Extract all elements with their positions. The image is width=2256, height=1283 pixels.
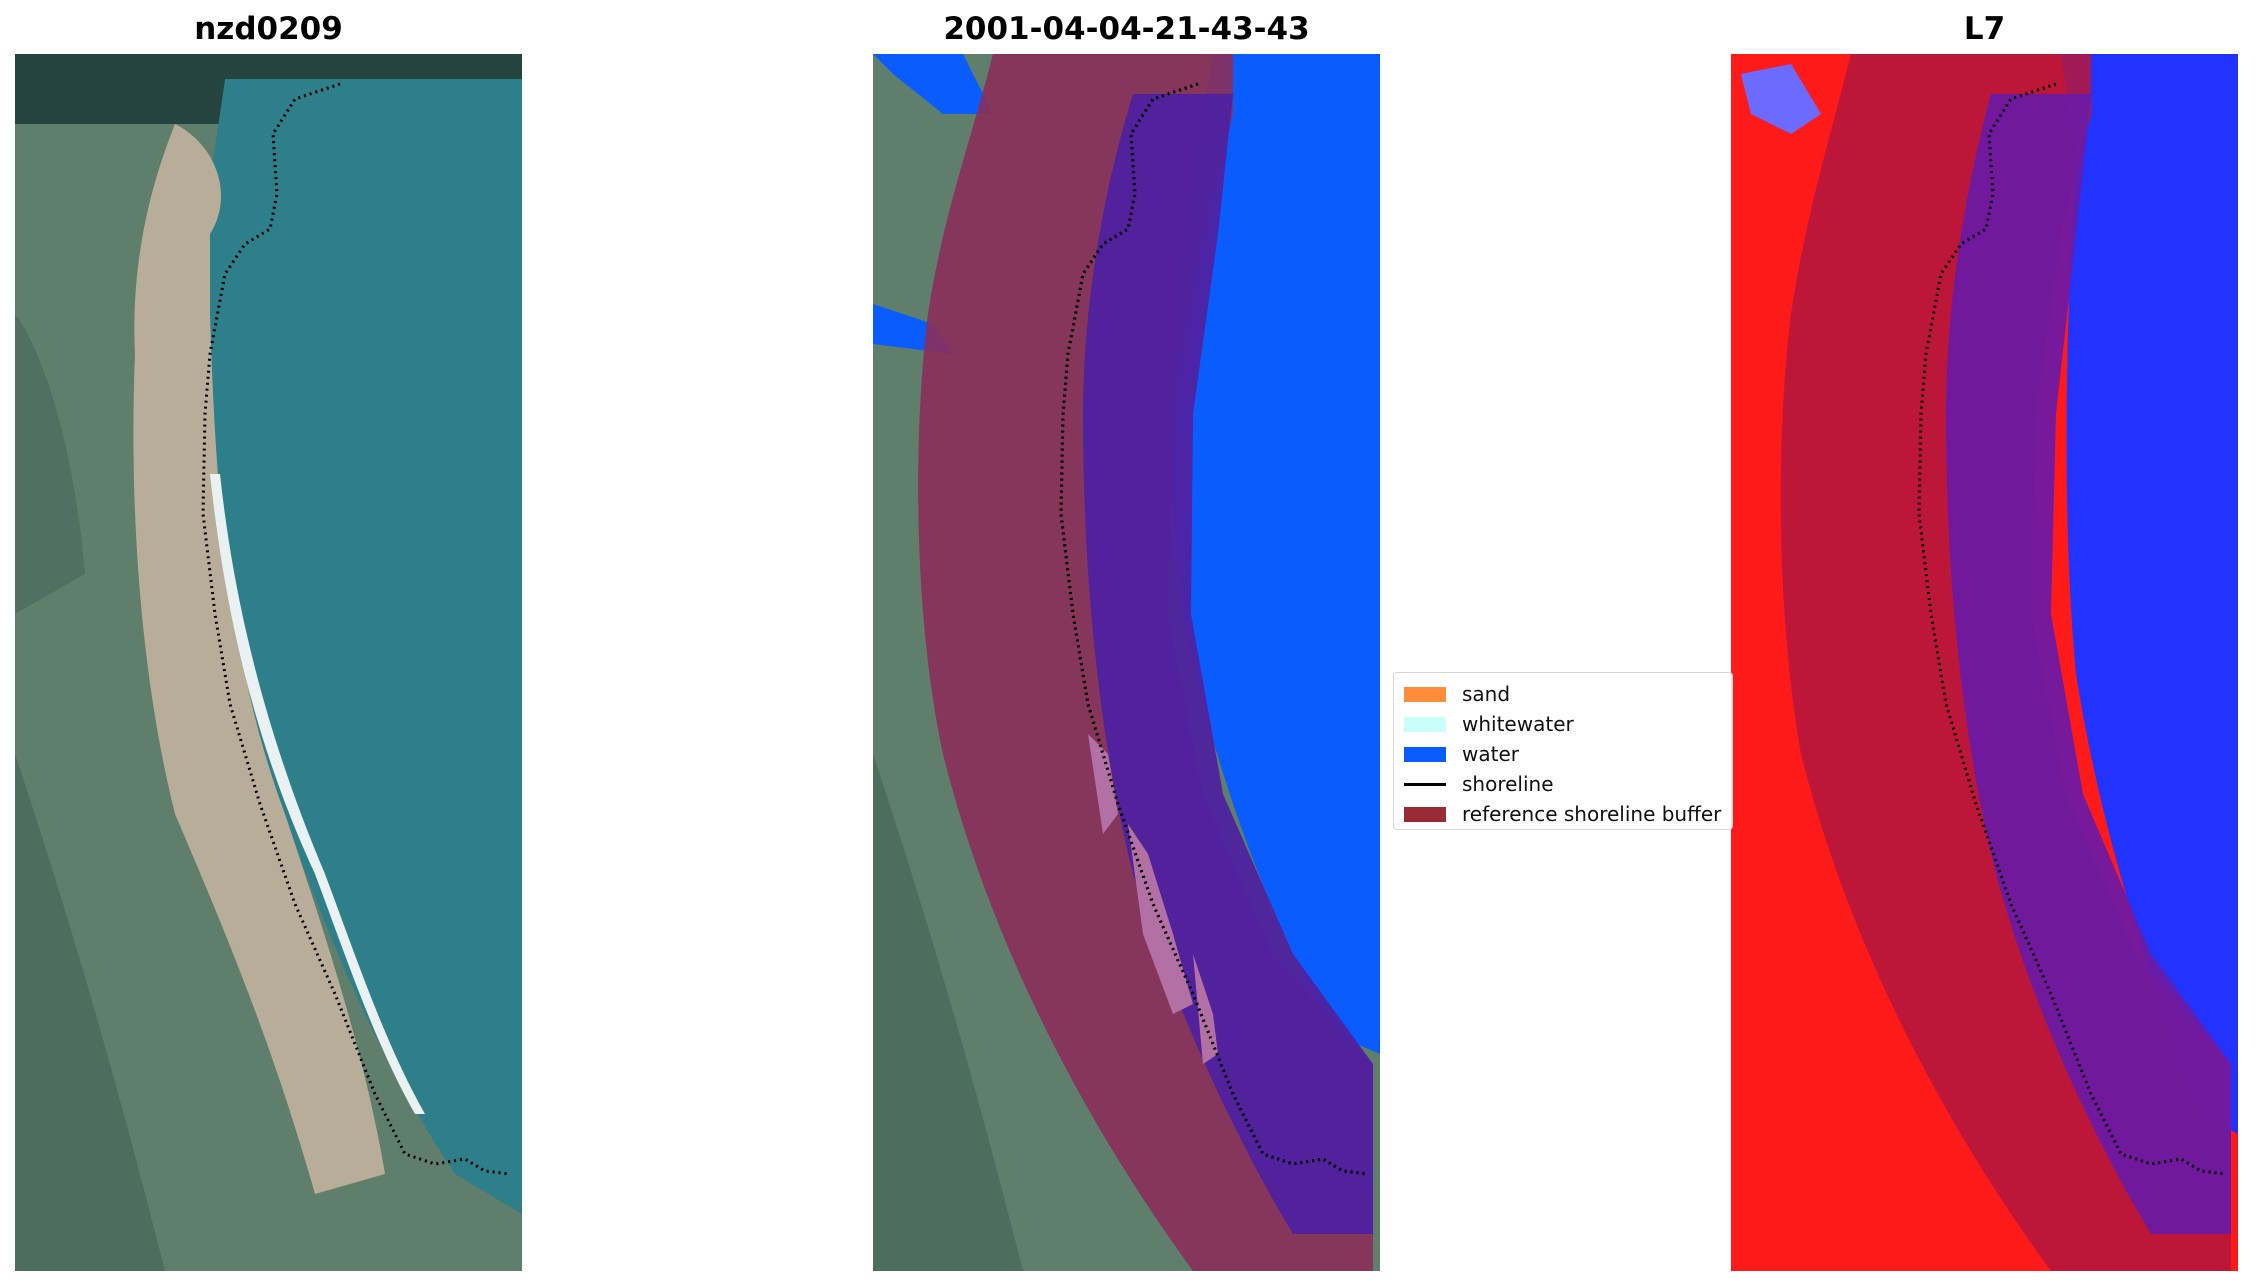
water-swatch [1404, 746, 1446, 762]
panel-title-index: L7 [1963, 11, 2006, 47]
legend-label: whitewater [1462, 712, 1574, 736]
classified-image [873, 54, 1380, 1271]
legend: sand whitewater water shoreline referenc… [1393, 672, 1733, 830]
legend-label: sand [1462, 682, 1511, 706]
legend-item-buffer: reference shoreline buffer [1404, 799, 1732, 829]
index-image-panel [1731, 54, 2238, 1271]
classified-image-panel [873, 54, 1380, 1271]
panel-title-classified: 2001-04-04-21-43-43 [943, 11, 1310, 47]
panel-title-rgb: nzd0209 [194, 11, 343, 47]
legend-item-water: water [1404, 739, 1732, 769]
legend-label: water [1462, 742, 1519, 766]
legend-item-sand: sand [1404, 679, 1732, 709]
legend-item-whitewater: whitewater [1404, 709, 1732, 739]
whitewater-swatch [1404, 716, 1446, 732]
legend-label: shoreline [1462, 772, 1554, 796]
sand-swatch [1404, 686, 1446, 702]
index-image [1731, 54, 2238, 1271]
shoreline-swatch [1404, 782, 1446, 786]
legend-item-shoreline: shoreline [1404, 769, 1732, 799]
legend-label: reference shoreline buffer [1462, 802, 1722, 826]
shoreline-line [201, 82, 511, 1176]
buffer-swatch [1404, 806, 1446, 822]
rgb-image-panel [15, 54, 522, 1271]
rgb-image [15, 54, 522, 1271]
shoreline-line [1917, 82, 2227, 1176]
